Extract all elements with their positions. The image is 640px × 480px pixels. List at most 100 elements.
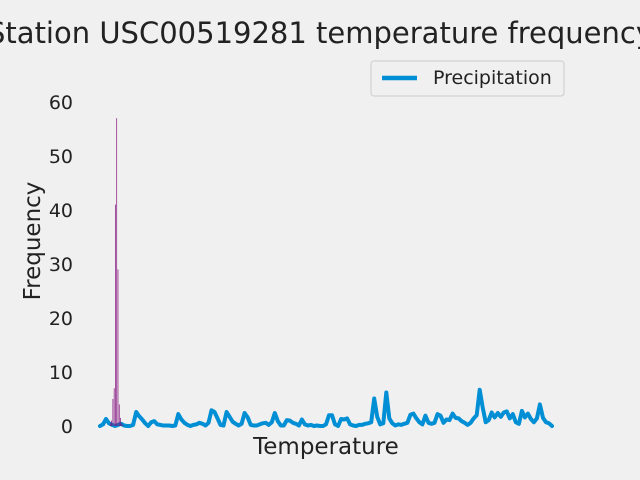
- data-point-precipitation: [227, 415, 232, 419]
- y-tick-label: 60: [49, 92, 73, 114]
- data-point-precipitation: [267, 423, 271, 427]
- data-point-precipitation: [453, 416, 458, 420]
- data-point-precipitation: [333, 422, 337, 426]
- data-point-precipitation: [282, 423, 286, 428]
- data-point-precipitation: [188, 424, 192, 428]
- data-point-precipitation: [354, 424, 358, 428]
- data-point-precipitation: [224, 410, 229, 414]
- data-point-precipitation: [264, 421, 268, 425]
- data-point-precipitation: [529, 417, 533, 421]
- data-point-precipitation: [544, 420, 548, 424]
- data-point-precipitation: [514, 420, 518, 424]
- y-tick-label: 40: [49, 200, 73, 222]
- data-point-precipitation: [336, 424, 340, 428]
- data-point-precipitation: [212, 410, 217, 414]
- data-point-precipitation: [381, 421, 385, 425]
- legend-label-precipitation: Precipitation: [433, 67, 552, 89]
- data-point-precipitation: [143, 421, 147, 425]
- data-point-precipitation: [203, 423, 208, 428]
- data-point-precipitation: [348, 422, 352, 426]
- data-point-precipitation: [444, 417, 449, 422]
- data-point-precipitation: [261, 421, 265, 425]
- data-point-precipitation: [484, 420, 488, 424]
- data-point-precipitation: [475, 413, 479, 417]
- data-point-precipitation: [170, 424, 174, 428]
- data-point-precipitation: [450, 411, 455, 416]
- data-point-precipitation: [393, 423, 397, 428]
- data-point-precipitation: [399, 423, 403, 427]
- data-point-precipitation: [405, 421, 409, 425]
- data-point-precipitation: [466, 423, 470, 427]
- data-point-precipitation: [122, 423, 126, 428]
- data-point-precipitation: [249, 423, 253, 427]
- data-point-precipitation: [357, 423, 361, 427]
- data-point-precipitation: [243, 411, 247, 415]
- data-point-precipitation: [167, 423, 171, 428]
- data-point-precipitation: [511, 412, 515, 416]
- data-point-precipitation: [420, 422, 425, 426]
- histogram-bar: [118, 404, 120, 426]
- data-point-precipitation: [438, 414, 443, 418]
- data-point-precipitation: [179, 417, 183, 422]
- data-point-precipitation: [460, 419, 464, 423]
- data-point-precipitation: [149, 420, 153, 424]
- data-point-precipitation: [237, 423, 241, 428]
- y-tick-label: 30: [49, 254, 73, 276]
- data-point-precipitation: [297, 423, 301, 428]
- data-point-precipitation: [414, 416, 418, 421]
- data-point-precipitation: [360, 423, 364, 427]
- data-point-precipitation: [541, 416, 545, 420]
- histogram-bar: [112, 399, 114, 426]
- data-point-precipitation: [496, 411, 500, 415]
- histogram-bar: [117, 269, 119, 426]
- histogram-bar: [122, 424, 124, 426]
- data-point-precipitation: [312, 424, 316, 428]
- data-point-precipitation: [447, 418, 452, 422]
- data-point-precipitation: [104, 417, 108, 421]
- legend: Precipitation: [370, 60, 565, 97]
- data-point-precipitation: [155, 422, 159, 426]
- data-point-precipitation: [330, 413, 334, 417]
- data-point-precipitation: [318, 424, 322, 428]
- histogram-bar: [121, 423, 123, 426]
- data-point-precipitation: [426, 421, 431, 425]
- data-point-precipitation: [300, 417, 304, 422]
- data-point-precipitation: [158, 423, 162, 427]
- data-point-precipitation: [547, 421, 551, 425]
- data-point-precipitation: [502, 410, 506, 415]
- histogram-bar: [111, 420, 112, 426]
- data-point-precipitation: [490, 410, 494, 415]
- data-point-precipitation: [487, 418, 491, 422]
- data-point-precipitation: [173, 423, 177, 428]
- data-point-precipitation: [258, 422, 262, 426]
- data-point-precipitation: [137, 414, 141, 418]
- data-point-precipitation: [306, 423, 310, 428]
- data-point-precipitation: [321, 424, 325, 428]
- histogram-bar: [110, 423, 111, 426]
- data-point-precipitation: [532, 420, 536, 424]
- data-point-precipitation: [230, 420, 235, 424]
- data-point-precipitation: [435, 412, 440, 416]
- data-point-precipitation: [508, 416, 512, 421]
- data-point-precipitation: [345, 416, 349, 421]
- data-point-precipitation: [505, 409, 509, 414]
- data-point-precipitation: [369, 420, 373, 424]
- histogram-bar: [116, 118, 118, 426]
- data-point-precipitation: [273, 411, 277, 415]
- data-point-precipitation: [378, 422, 382, 426]
- data-point-precipitation: [215, 416, 220, 421]
- data-point-precipitation: [469, 421, 473, 425]
- data-point-precipitation: [324, 422, 328, 426]
- data-point-precipitation: [221, 423, 226, 428]
- data-point-precipitation: [197, 421, 202, 425]
- data-point-precipitation: [520, 409, 524, 413]
- data-point-precipitation: [535, 416, 539, 421]
- data-point-precipitation: [408, 413, 412, 417]
- data-point-precipitation: [119, 422, 123, 426]
- data-point-precipitation: [191, 423, 196, 427]
- data-point-precipitation: [107, 421, 111, 425]
- data-point-precipitation: [134, 410, 138, 414]
- y-tick-label: 50: [49, 146, 73, 168]
- data-point-precipitation: [101, 422, 105, 426]
- data-point-precipitation: [218, 423, 223, 427]
